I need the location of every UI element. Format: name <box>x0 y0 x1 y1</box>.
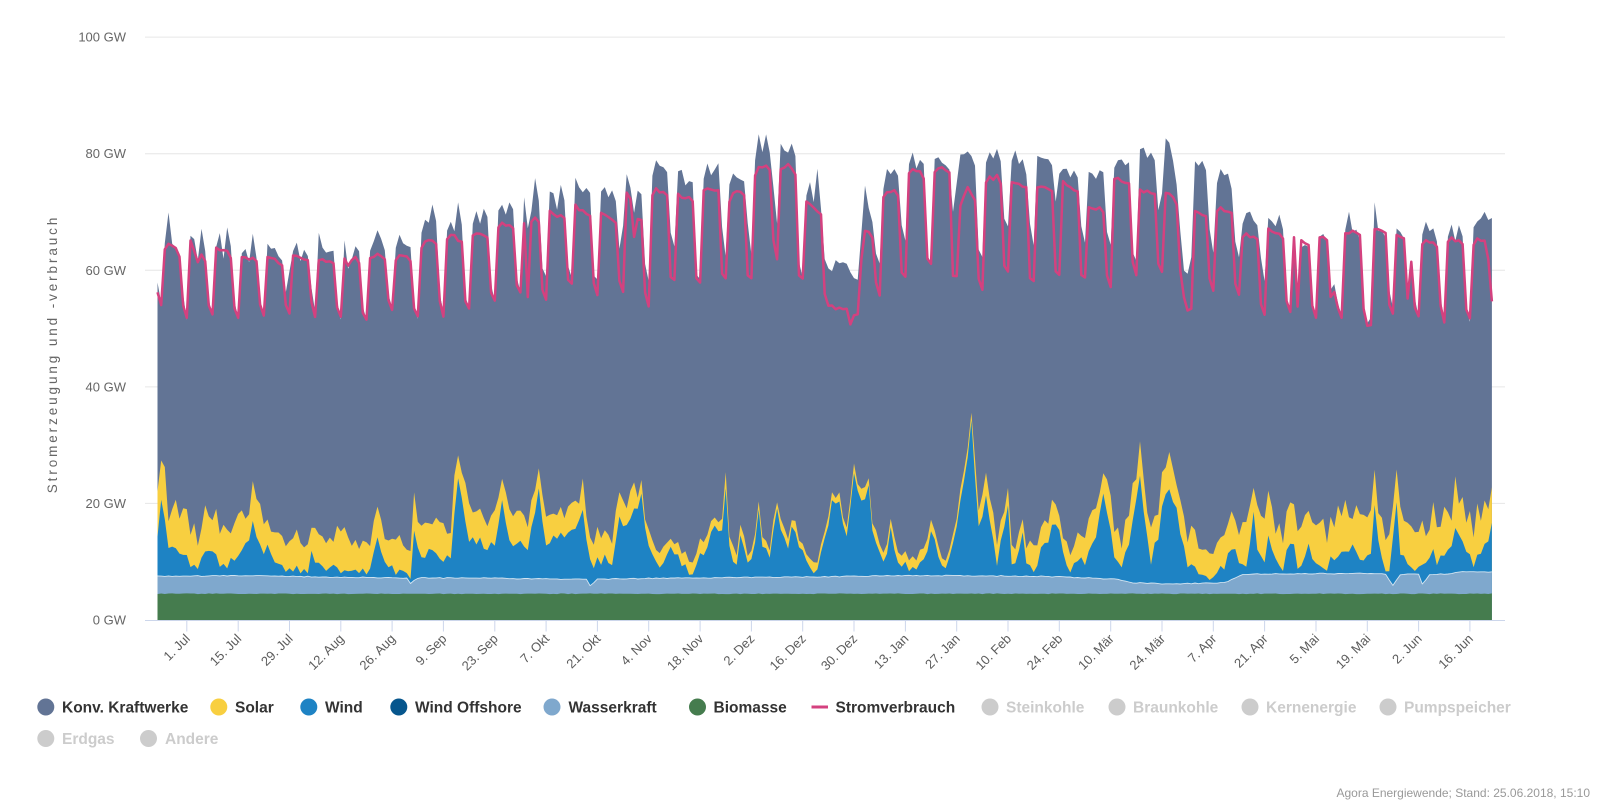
svg-text:Solar: Solar <box>235 700 274 717</box>
svg-text:0 GW: 0 GW <box>93 613 127 628</box>
svg-text:Erdgas: Erdgas <box>62 731 115 748</box>
svg-text:40 GW: 40 GW <box>86 379 127 394</box>
svg-text:60 GW: 60 GW <box>86 263 127 278</box>
svg-text:Braunkohle: Braunkohle <box>1133 700 1219 717</box>
svg-text:Pumpspeicher: Pumpspeicher <box>1404 700 1511 717</box>
svg-text:Stromerzeugung und -verbrauch: Stromerzeugung und -verbrauch <box>45 215 60 493</box>
svg-text:Stromverbrauch: Stromverbrauch <box>836 700 956 717</box>
svg-text:Wind Offshore: Wind Offshore <box>415 700 522 717</box>
svg-text:Konv. Kraftwerke: Konv. Kraftwerke <box>62 700 189 717</box>
svg-text:20 GW: 20 GW <box>86 496 127 511</box>
svg-text:Kernenergie: Kernenergie <box>1266 700 1357 717</box>
svg-text:Andere: Andere <box>165 731 219 748</box>
svg-text:100 GW: 100 GW <box>78 30 126 45</box>
svg-text:Biomasse: Biomasse <box>714 700 788 717</box>
svg-text:Wasserkraft: Wasserkraft <box>569 700 657 717</box>
svg-text:Steinkohle: Steinkohle <box>1006 700 1085 717</box>
svg-text:Agora Energiewende; Stand: 25.: Agora Energiewende; Stand: 25.06.2018, 1… <box>1336 786 1590 800</box>
svg-text:Wind: Wind <box>325 700 363 717</box>
svg-text:80 GW: 80 GW <box>86 146 127 161</box>
